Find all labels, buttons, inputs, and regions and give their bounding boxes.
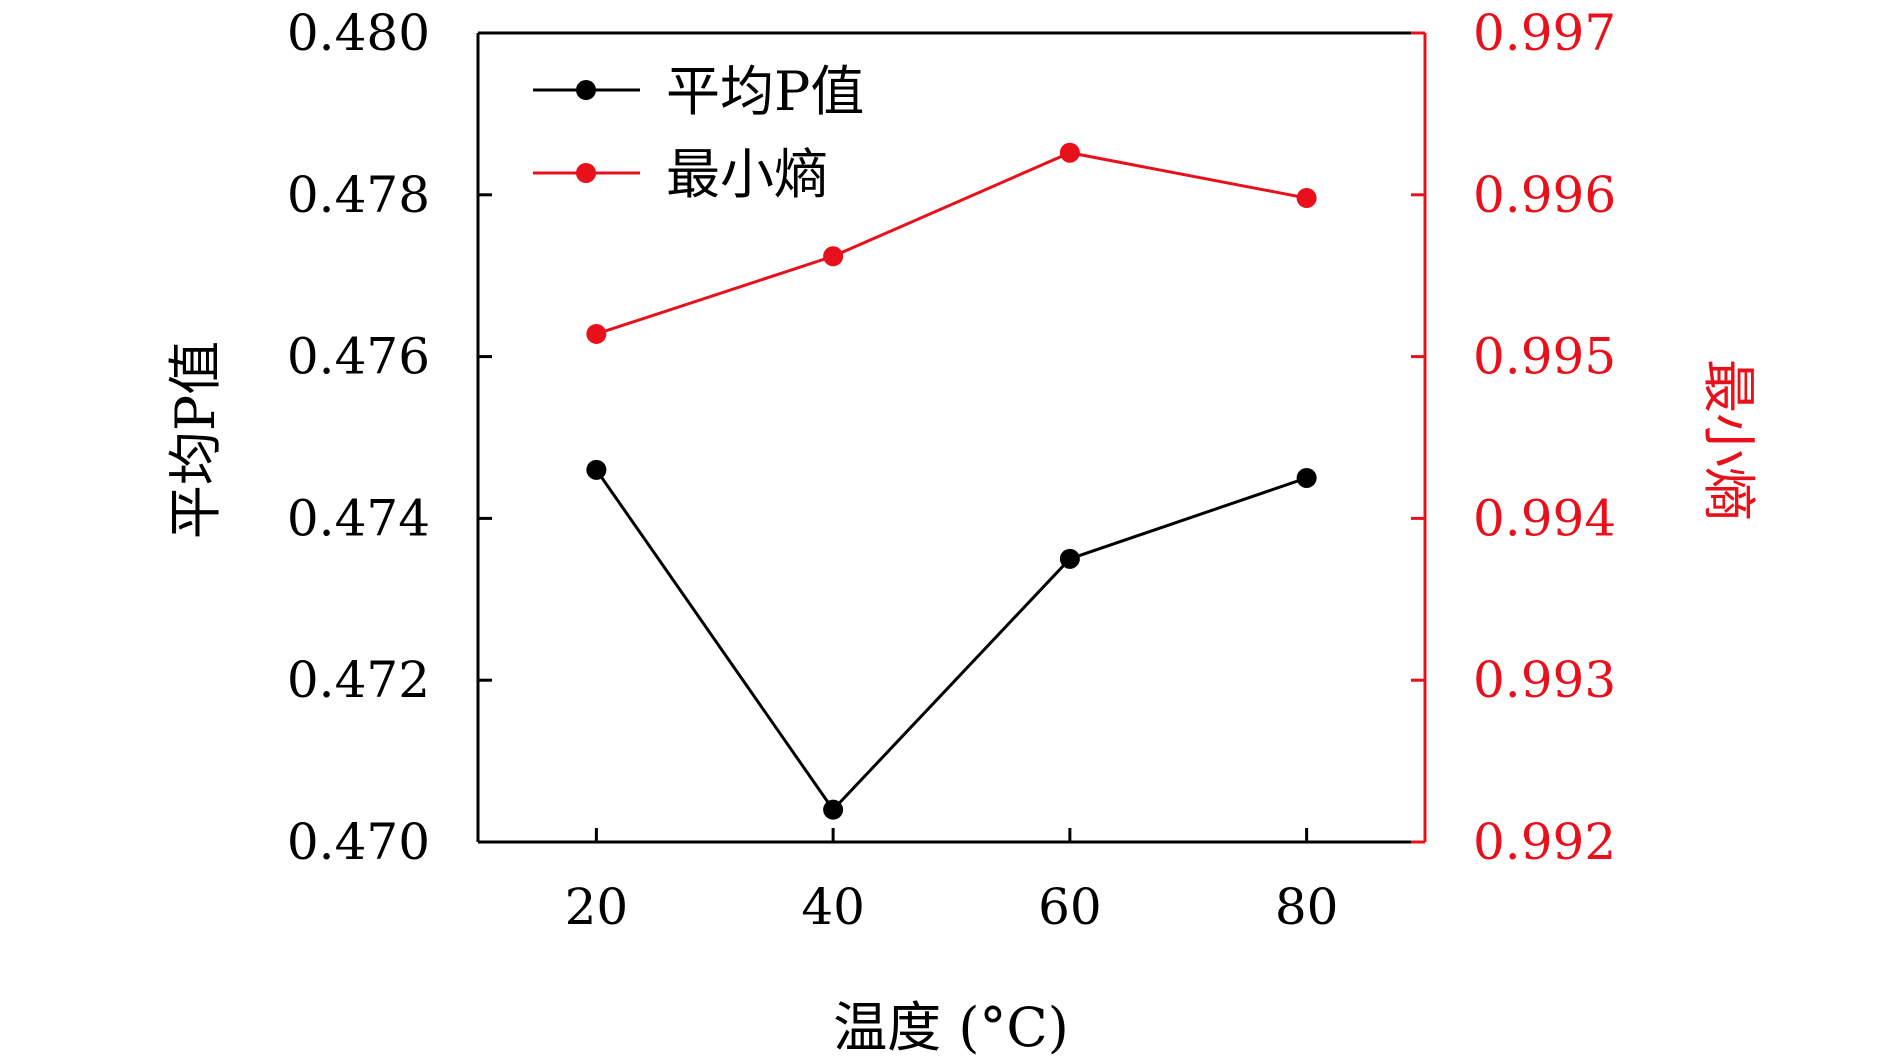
data-point-entropy [586, 323, 607, 344]
series-line-p [595, 469, 1308, 813]
data-point-p [1059, 548, 1080, 569]
data-point-p [823, 799, 844, 820]
y-axis-left-label: 平均P值 [164, 341, 227, 539]
x-axis-label: 温度 (°C) [833, 996, 1069, 1058]
legend-label-entropy: 最小熵 [666, 143, 828, 206]
y-right-tick-label: 0.997 [1473, 4, 1616, 62]
y-left-tick-label: 0.476 [287, 328, 430, 386]
data-point-entropy [1296, 188, 1317, 209]
y-right-tick-label: 0.992 [1473, 813, 1616, 871]
data-point-p [586, 459, 607, 480]
legend: 平均P值 最小熵 [533, 60, 864, 206]
ticks: 20 40 60 80 0.470 0.472 0.474 0.476 0.478 0.480 0.… [287, 4, 1616, 936]
data-point-entropy [1059, 142, 1080, 163]
y-left-tick-label: 0.470 [287, 813, 430, 871]
series-line-entropy [595, 151, 1307, 336]
y-left-tick-label: 0.472 [287, 651, 430, 709]
y-right-tick-label: 0.993 [1473, 651, 1616, 709]
x-tick-label: 80 [1275, 878, 1339, 936]
x-tick-label: 40 [801, 878, 865, 936]
legend-marker-p [576, 80, 596, 100]
data-point-p [1296, 467, 1317, 488]
series-layer [586, 142, 1317, 820]
y-left-tick-label: 0.480 [287, 4, 430, 62]
legend-marker-entropy [576, 163, 596, 183]
y-left-tick-label: 0.474 [287, 489, 430, 547]
y-axis-right-label: 最小熵 [1697, 359, 1760, 521]
y-right-tick-label: 0.996 [1473, 166, 1616, 224]
legend-label-p: 平均P值 [666, 60, 864, 123]
data-point-entropy [823, 246, 844, 267]
y-right-tick-label: 0.995 [1473, 328, 1616, 386]
y-right-tick-label: 0.994 [1473, 489, 1616, 547]
x-tick-label: 60 [1038, 878, 1102, 936]
x-tick-label: 20 [565, 878, 629, 936]
y-left-tick-label: 0.478 [287, 166, 430, 224]
